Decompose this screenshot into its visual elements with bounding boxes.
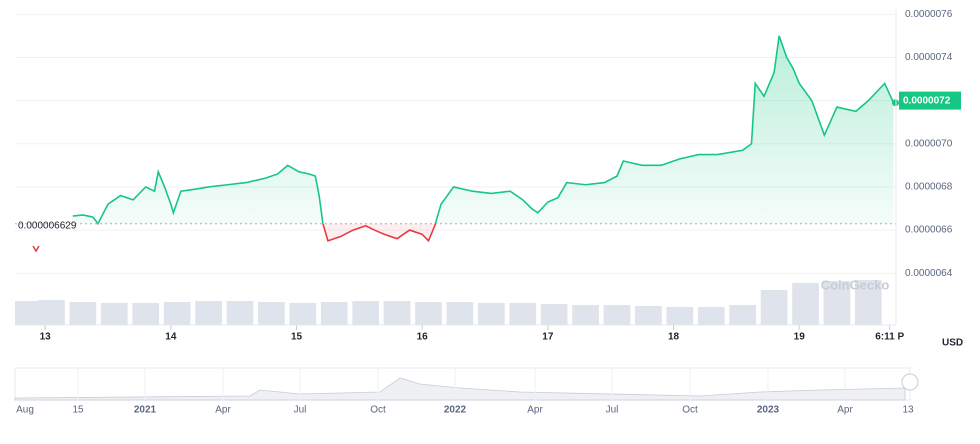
volume-bar bbox=[823, 281, 851, 325]
volume-bar bbox=[38, 300, 65, 325]
x-tick-label: 13 bbox=[40, 332, 52, 343]
navigator-label: 15 bbox=[72, 405, 84, 416]
volume bbox=[15, 280, 882, 325]
baseline-icon bbox=[32, 245, 40, 253]
volume-bar bbox=[666, 307, 694, 325]
navigator-label: Apr bbox=[527, 405, 543, 416]
volume-bar bbox=[854, 280, 882, 325]
area bbox=[72, 35, 894, 224]
navigator-label: Apr bbox=[215, 405, 231, 416]
currency: USD bbox=[942, 338, 963, 349]
y-tick-label: 0.0000070 bbox=[905, 138, 953, 149]
volume-bar bbox=[226, 301, 254, 325]
navigator-axis: Aug 15 2021 Apr Jul Oct 2022 Apr Jul Oct 2023 Apr 13 bbox=[16, 368, 914, 416]
volume-bar bbox=[195, 301, 222, 325]
baseline-label: 0.000006629 bbox=[18, 220, 77, 231]
y-tick-label: 0.0000068 bbox=[905, 182, 953, 193]
volume-bar bbox=[132, 303, 160, 325]
navigator-label: 2023 bbox=[757, 405, 780, 416]
navigator-label: Jul bbox=[294, 405, 307, 416]
volume-bar bbox=[100, 303, 128, 325]
volume-bar bbox=[163, 302, 191, 325]
volume-bar bbox=[509, 303, 537, 325]
y-tick-label: 0.0000076 bbox=[905, 9, 953, 20]
volume-bar bbox=[320, 302, 348, 325]
volume-bar bbox=[572, 305, 599, 325]
navigator-line bbox=[14, 377, 906, 401]
volume-bar bbox=[477, 303, 505, 325]
navigator-label: Oct bbox=[682, 405, 698, 416]
volume-bar bbox=[603, 305, 631, 325]
navigator-label: Jul bbox=[606, 405, 619, 416]
y-tick-label: 0.0000074 bbox=[905, 52, 953, 63]
y-tick-label: 0.0000064 bbox=[905, 268, 953, 279]
volume-bar bbox=[15, 301, 42, 325]
x-tick-label: 6:11 P bbox=[875, 332, 904, 343]
x-tick-label: 17 bbox=[542, 332, 554, 343]
navigator-label: 2021 bbox=[134, 405, 157, 416]
price-tag bbox=[899, 91, 961, 110]
area bbox=[322, 223, 436, 241]
x-tick-label: 14 bbox=[165, 332, 177, 343]
navigator-handle[interactable] bbox=[901, 373, 919, 391]
volume-bar bbox=[446, 302, 474, 325]
volume-bar bbox=[635, 306, 662, 325]
navigator-label: Aug bbox=[16, 405, 34, 416]
price-tag-label: 0.0000072 bbox=[903, 95, 951, 106]
navigator-label: 13 bbox=[902, 405, 914, 416]
x-tick-label: 18 bbox=[668, 332, 680, 343]
x-tick-label: 19 bbox=[794, 332, 806, 343]
x-tick-label: 15 bbox=[291, 332, 303, 343]
volume-bar bbox=[729, 305, 757, 325]
last-point bbox=[891, 99, 899, 107]
navigator-label: Apr bbox=[837, 405, 853, 416]
volume-bar bbox=[540, 304, 568, 325]
volume-bar bbox=[352, 301, 379, 325]
plot: 0.0000072 bbox=[15, 35, 961, 243]
watermark: CoinGecko bbox=[821, 277, 890, 292]
volume-bar bbox=[697, 307, 725, 325]
x-tick-label: 16 bbox=[417, 332, 429, 343]
volume-bar bbox=[289, 303, 317, 325]
volume-bar bbox=[383, 301, 411, 325]
line bbox=[72, 35, 895, 224]
volume-bar bbox=[792, 283, 819, 325]
navigator-label: 2022 bbox=[444, 405, 467, 416]
navigator-label: Oct bbox=[370, 405, 386, 416]
volume-bar bbox=[415, 302, 442, 325]
y-tick-label: 0.0000066 bbox=[905, 225, 953, 236]
line bbox=[97, 223, 437, 243]
volume-bar bbox=[69, 302, 97, 325]
volume-bar bbox=[258, 302, 285, 325]
volume-bar bbox=[760, 290, 788, 325]
